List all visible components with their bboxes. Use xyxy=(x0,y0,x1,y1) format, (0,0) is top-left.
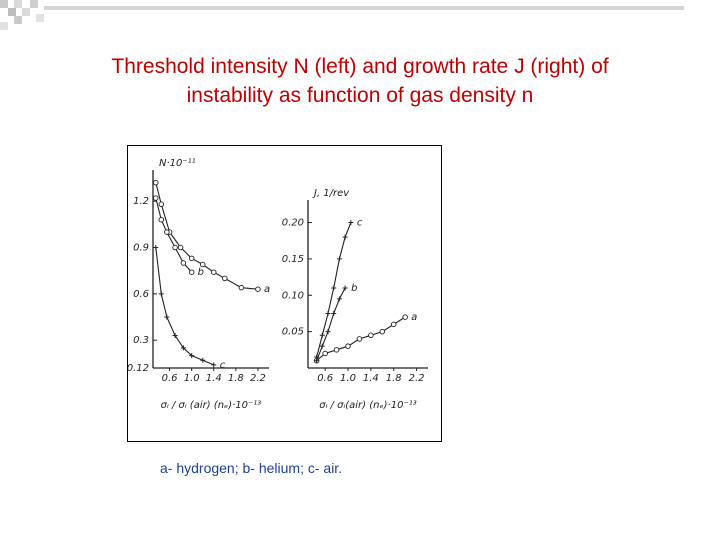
series-label-a: a xyxy=(411,312,417,323)
x-tick-label: 1.4 xyxy=(363,373,379,384)
series-line-a xyxy=(155,182,259,290)
data-point xyxy=(200,357,206,363)
data-point xyxy=(368,332,374,339)
y-tick-label: 0.20 xyxy=(282,218,304,229)
data-point xyxy=(199,261,206,268)
series-line-b xyxy=(155,197,193,273)
y-tick-label: 1.2 xyxy=(133,196,149,207)
data-point xyxy=(336,296,342,302)
data-point xyxy=(379,328,386,335)
data-point xyxy=(325,329,331,335)
slide-title: Threshold intensity N (left) and growth … xyxy=(40,52,680,110)
data-point xyxy=(331,285,337,291)
slide-title-line-2: instability as function of gas density n xyxy=(186,84,534,107)
data-point xyxy=(255,286,261,292)
data-point xyxy=(158,216,165,223)
left-panel-threshold-intensity: 1.2 0.9 0.6 0.3 0.12 0.6 1.0 1.4 1.8 2.2 N·10⁻¹¹ σᵢ… xyxy=(128,158,270,411)
data-point xyxy=(325,310,331,316)
data-point xyxy=(238,284,245,291)
data-point xyxy=(180,260,187,266)
data-point xyxy=(342,234,348,240)
x-axis-label: σᵢ / σᵢ (air) (nₑ)·10⁻¹³ xyxy=(161,400,262,411)
data-point xyxy=(390,321,397,328)
y-tick-label: 0.15 xyxy=(282,254,304,265)
x-tick-label: 2.2 xyxy=(409,373,425,384)
data-point xyxy=(211,269,217,275)
x-tick-label: 1.4 xyxy=(206,373,222,384)
right-panel-growth-rate: 0.20 0.15 0.10 0.05 0.6 1.0 1.4 1.8 2.2 J, 1/rev σ… xyxy=(282,188,428,411)
data-point xyxy=(345,343,351,349)
data-point xyxy=(177,244,184,251)
series-label-b: b xyxy=(198,267,204,278)
data-point xyxy=(172,244,178,251)
y-axis-label: J, 1/rev xyxy=(312,188,350,199)
y-tick-label: 0.10 xyxy=(282,290,304,301)
data-point xyxy=(314,354,320,360)
data-point xyxy=(356,336,363,342)
data-point xyxy=(153,179,159,186)
y-tick-label: 0.6 xyxy=(133,289,149,300)
x-tick-label: 1.0 xyxy=(340,373,356,384)
y-tick-label: 0.3 xyxy=(133,335,149,346)
x-tick-label: 1.8 xyxy=(386,373,402,384)
data-point xyxy=(331,310,337,316)
series-label-c: c xyxy=(357,218,363,229)
y-tick-label: 0.12 xyxy=(128,363,149,374)
x-tick-label: 2.2 xyxy=(250,373,266,384)
figure-caption: a- hydrogen; b- helium; c- air. xyxy=(160,460,343,476)
data-point xyxy=(348,220,354,226)
corner-decoration xyxy=(0,0,684,30)
data-point xyxy=(158,201,165,208)
series-label-b: b xyxy=(351,283,357,294)
data-point xyxy=(189,353,195,359)
x-tick-label: 0.6 xyxy=(162,373,178,384)
data-point xyxy=(333,347,340,353)
data-point xyxy=(319,343,325,349)
slide-title-line-1: Threshold intensity N (left) and growth … xyxy=(111,55,609,78)
data-point xyxy=(342,285,348,291)
series-line-c xyxy=(155,247,215,366)
data-point xyxy=(319,332,325,338)
series-label-a: a xyxy=(264,284,270,295)
data-point xyxy=(211,362,217,368)
x-tick-label: 1.0 xyxy=(184,373,200,384)
x-axis-label: σᵢ / σᵢ(air) (nₑ)·10⁻¹³ xyxy=(319,400,417,411)
data-point xyxy=(180,345,186,351)
data-point xyxy=(188,269,195,275)
figure-canvas: 1.2 0.9 0.6 0.3 0.12 0.6 1.0 1.4 1.8 2.2 N·10⁻¹¹ σᵢ… xyxy=(128,158,428,411)
figure-frame: 1.2 0.9 0.6 0.3 0.12 0.6 1.0 1.4 1.8 2.2 N·10⁻¹¹ σᵢ… xyxy=(127,145,442,442)
series-line-b xyxy=(316,287,346,361)
x-tick-label: 1.8 xyxy=(228,373,244,384)
data-point xyxy=(322,350,328,357)
data-point xyxy=(164,314,170,320)
data-point xyxy=(188,255,195,262)
series-label-c: c xyxy=(220,360,226,371)
data-point xyxy=(164,229,170,235)
data-point xyxy=(172,333,178,339)
data-point xyxy=(402,314,408,320)
data-point xyxy=(222,275,228,282)
data-point xyxy=(153,195,159,201)
x-tick-label: 0.6 xyxy=(317,373,333,384)
data-point xyxy=(153,245,159,251)
y-tick-label: 0.9 xyxy=(133,243,149,254)
y-axis-label: N·10⁻¹¹ xyxy=(159,158,196,169)
data-point xyxy=(336,256,342,262)
y-tick-label: 0.05 xyxy=(282,327,304,338)
data-point xyxy=(158,291,164,297)
